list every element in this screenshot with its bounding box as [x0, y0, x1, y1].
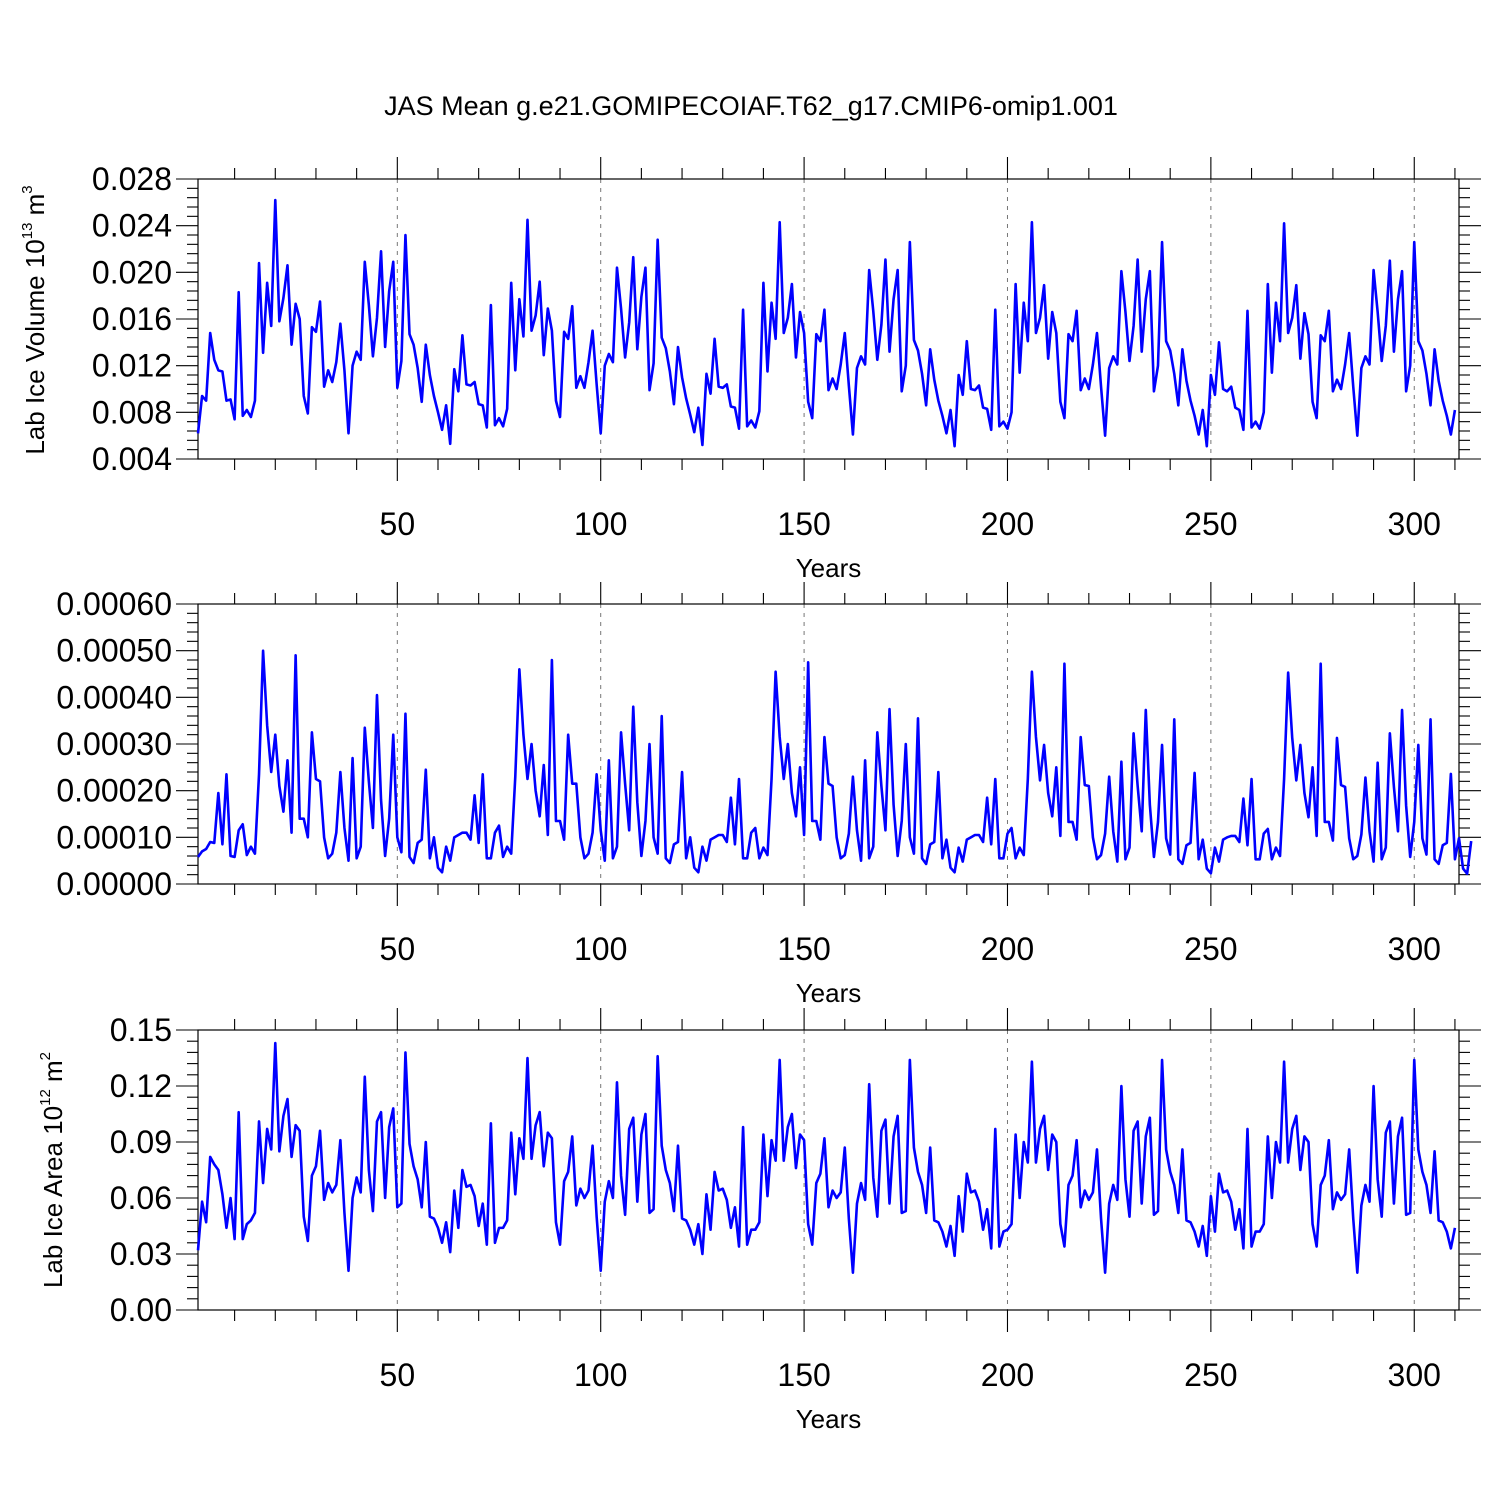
x-tick-label: 300 — [1388, 506, 1441, 542]
panel-lab-ice-volume: 0.004 0.008 0.012 0.016 0.020 0.024 0.028 50 100… — [19, 157, 1481, 583]
y-axis-label: Lab Ice Volume 1013 m3 — [19, 185, 50, 454]
y-tick-label: 0.004 — [92, 441, 172, 477]
y-label-superscript: 13 — [19, 223, 36, 240]
y-label-text: Lab Ice Volume 10 — [20, 239, 50, 454]
x-tick-label: 250 — [1184, 506, 1237, 542]
y-tick-label: 0.00020 — [56, 773, 172, 809]
plot-frame — [197, 1029, 1460, 1311]
y-tick-label: 0.020 — [92, 254, 172, 290]
x-tick-label: 100 — [574, 506, 627, 542]
x-tick-label: 100 — [574, 931, 627, 967]
series-line — [196, 1041, 1457, 1274]
x-tick-label: 150 — [777, 506, 830, 542]
series-line — [196, 198, 1457, 448]
y-tick-label: 0.00050 — [56, 633, 172, 669]
y-label-text: m — [38, 1060, 68, 1089]
x-axis-label: Years — [796, 978, 862, 1008]
panel-lab-snow-volume: 0.00000 0.00010 0.00020 0.00030 0.00040 0.000… — [19, 582, 1481, 1008]
y-tick-label: 0.12 — [110, 1068, 172, 1104]
x-tick-label: 50 — [380, 1357, 416, 1393]
x-tick-label: 100 — [574, 1357, 627, 1393]
y-tick-label: 0.00 — [110, 1292, 172, 1328]
x-tick-label: 200 — [981, 931, 1034, 967]
series-line — [196, 649, 1473, 876]
y-tick-label: 0.06 — [110, 1180, 172, 1216]
x-axis-label: Years — [796, 1404, 862, 1434]
y-tick-label: 0.012 — [92, 348, 172, 384]
y-axis-label: Lab Ice Area 1012 m2 — [37, 1052, 68, 1288]
x-tick-label: 150 — [777, 1357, 830, 1393]
x-tick-label: 200 — [981, 506, 1034, 542]
y-tick-label: 0.016 — [92, 301, 172, 337]
y-tick-label: 0.00010 — [56, 819, 172, 855]
y-tick-label: 0.00060 — [56, 586, 172, 622]
x-tick-label: 300 — [1388, 1357, 1441, 1393]
y-label-superscript: 12 — [37, 1089, 54, 1106]
y-tick-label: 0.09 — [110, 1124, 172, 1160]
panel-lab-ice-area: 0.00 0.03 0.06 0.09 0.12 0.15 50 100 150 200 250 30… — [37, 1008, 1481, 1434]
y-tick-label: 0.00030 — [56, 726, 172, 762]
y-tick-label: 0.028 — [92, 161, 172, 197]
y-label-text: m — [20, 194, 50, 223]
y-tick-label: 0.00040 — [56, 679, 172, 715]
x-tick-label: 150 — [777, 931, 830, 967]
y-tick-label: 0.00000 — [56, 866, 172, 902]
chart-title: JAS Mean g.e21.GOMIPECOIAF.T62_g17.CMIP6… — [384, 91, 1118, 121]
y-label-superscript: 3 — [19, 185, 36, 193]
y-label-text: m — [20, 604, 50, 633]
y-tick-label: 0.024 — [92, 208, 172, 244]
x-tick-label: 300 — [1388, 931, 1441, 967]
y-label-superscript: 2 — [37, 1052, 54, 1060]
x-tick-label: 50 — [380, 506, 416, 542]
panels: 0.004 0.008 0.012 0.016 0.020 0.024 0.028 50 100… — [19, 157, 1481, 1434]
x-tick-label: 200 — [981, 1357, 1034, 1393]
y-tick-label: 0.15 — [110, 1012, 172, 1048]
y-axis-label: Lab Snow Volume 1013 m3 — [19, 595, 50, 895]
y-tick-label: 0.03 — [110, 1236, 172, 1272]
x-axis-label: Years — [796, 553, 862, 583]
y-label-superscript: 13 — [19, 632, 36, 649]
y-label-superscript: 3 — [19, 595, 36, 603]
x-tick-label: 250 — [1184, 931, 1237, 967]
y-label-text: Lab Snow Volume 10 — [20, 649, 50, 895]
x-tick-label: 250 — [1184, 1357, 1237, 1393]
y-tick-label: 0.008 — [92, 394, 172, 430]
x-tick-label: 50 — [380, 931, 416, 967]
y-label-text: Lab Ice Area 10 — [38, 1106, 68, 1288]
